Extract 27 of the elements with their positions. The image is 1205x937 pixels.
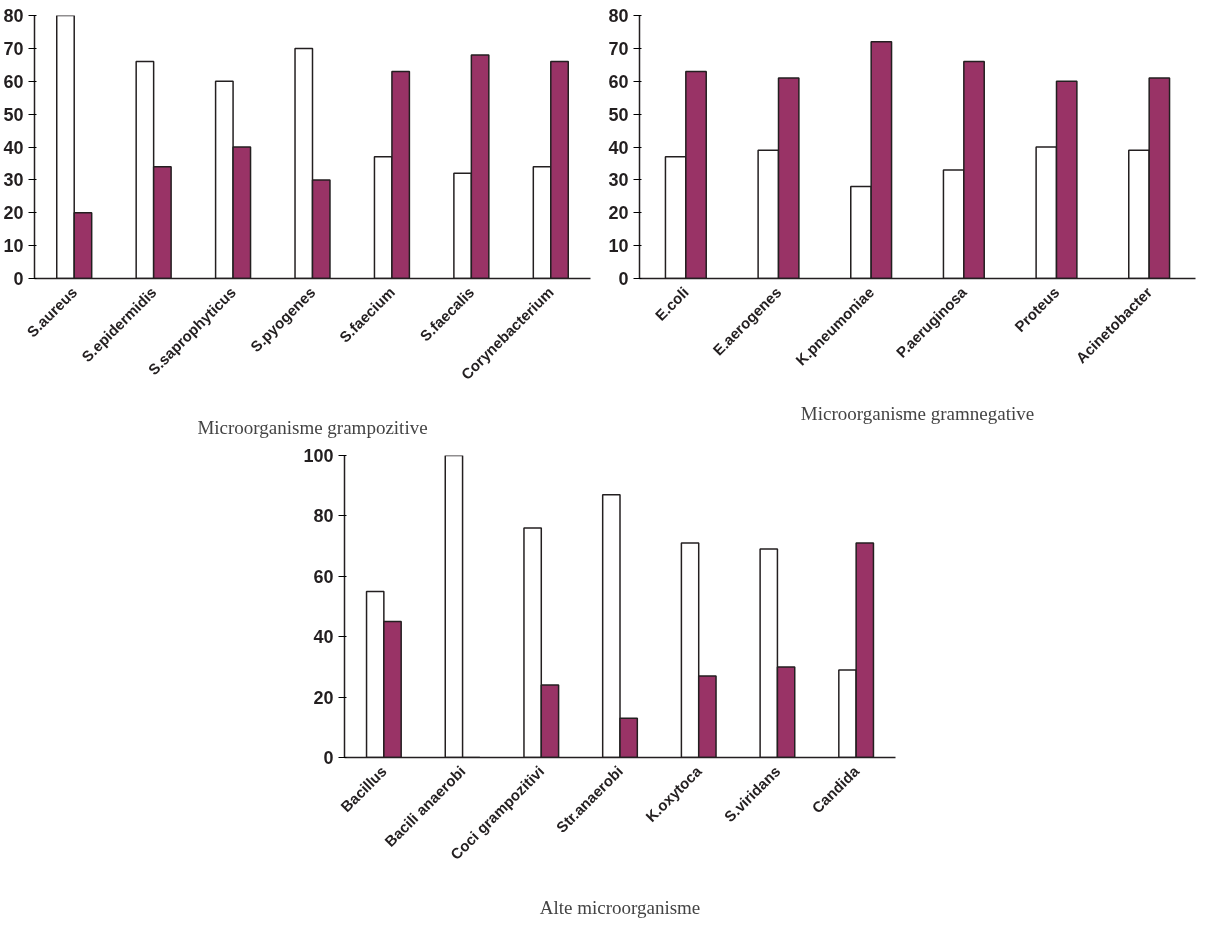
y-tick-label: 0 — [13, 269, 24, 289]
y-tick-label: 10 — [3, 236, 24, 257]
y-tick-label: 30 — [608, 170, 629, 191]
y-tick-label: 50 — [608, 104, 629, 125]
y-tick-label: 60 — [3, 71, 24, 92]
y-tick-label: 10 — [608, 236, 629, 257]
y-tick-label: 70 — [608, 38, 629, 59]
y-tick-label: 0 — [618, 269, 629, 289]
y-tick-label: 30 — [3, 170, 24, 191]
y-tick-label: 80 — [3, 6, 24, 26]
x-axis-title: Microorganisme grampozitive — [197, 416, 428, 438]
y-tick-label: 100 — [303, 446, 334, 466]
y-tick-label: 20 — [608, 203, 629, 224]
y-tick-label: 20 — [313, 687, 334, 708]
x-axis-title: Microorganisme gramnegative — [800, 402, 1035, 424]
y-tick-label: 60 — [608, 71, 629, 92]
y-tick-label: 40 — [608, 137, 629, 158]
y-tick-label: 80 — [313, 506, 334, 527]
y-tick-label: 80 — [608, 6, 629, 26]
y-tick-label: 20 — [3, 203, 24, 224]
y-tick-label: 40 — [3, 137, 24, 158]
y-tick-label: 0 — [323, 748, 334, 768]
y-tick-label: 60 — [313, 566, 334, 587]
y-tick-label: 70 — [3, 38, 24, 59]
y-tick-label: 50 — [3, 104, 24, 125]
y-tick-label: 40 — [313, 627, 334, 648]
x-axis-title: Alte microorganisme — [539, 896, 701, 918]
